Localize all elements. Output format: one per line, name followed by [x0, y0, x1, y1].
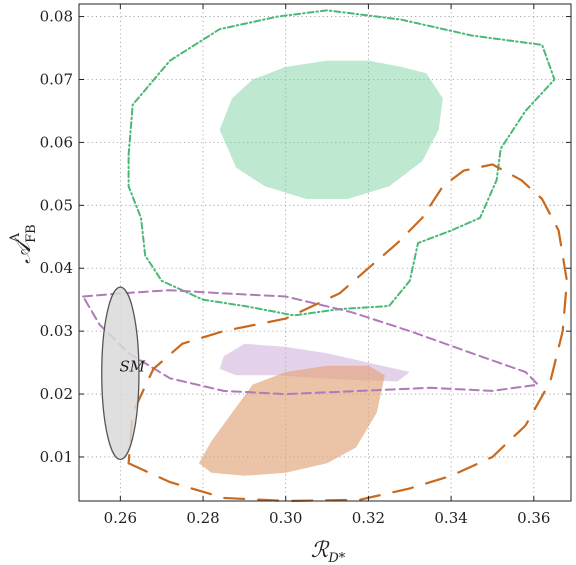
y-axis-label: 𝒜FBΛ	[8, 224, 39, 263]
y-tick-label-6: 0.07	[40, 70, 73, 88]
x-tick-label-0: 0.26	[104, 509, 137, 527]
x-tick-label-3: 0.32	[352, 509, 385, 527]
orange-filled-region	[198, 365, 385, 476]
x-axis-label-sub: D*	[327, 551, 345, 565]
y-tick-label-4: 0.05	[40, 196, 73, 214]
y-axis-label-sub: FB	[24, 224, 39, 243]
y-tick-label-1: 0.02	[40, 385, 73, 403]
orange-longdash-contour	[127, 163, 568, 503]
x-axis-label-main: ℛ	[311, 538, 330, 563]
green-dot-dash-contour	[127, 9, 556, 317]
sm-label: SM	[120, 357, 146, 375]
contour-lines	[82, 9, 568, 503]
purple-dashed-contour	[82, 289, 539, 396]
sm-ellipse	[101, 286, 140, 461]
x-tick-label-4: 0.34	[434, 509, 467, 527]
y-tick-label-5: 0.06	[40, 133, 73, 151]
y-tick-label-0: 0.01	[40, 448, 73, 466]
y-tick-label-7: 0.08	[40, 8, 73, 26]
y-axis-ticks: 0.01 0.02 0.03 0.04 0.05 0.06 0.07 0.08	[40, 8, 571, 466]
x-axis-label: ℛD*	[311, 538, 346, 565]
x-axis-ticks: 0.26 0.28 0.30 0.32 0.34 0.36	[104, 4, 550, 527]
filled-regions	[198, 60, 443, 476]
x-tick-label-2: 0.30	[269, 509, 302, 527]
x-tick-label-1: 0.28	[186, 509, 219, 527]
green-filled-region	[219, 60, 443, 199]
sm-region: SM	[101, 286, 146, 461]
y-tick-label-2: 0.03	[40, 322, 73, 340]
plot-frame	[78, 3, 572, 502]
y-axis-label-sup: Λ	[8, 232, 23, 243]
grid-lines	[79, 4, 571, 501]
y-tick-label-3: 0.04	[40, 259, 73, 277]
x-tick-label-5: 0.36	[517, 509, 550, 527]
